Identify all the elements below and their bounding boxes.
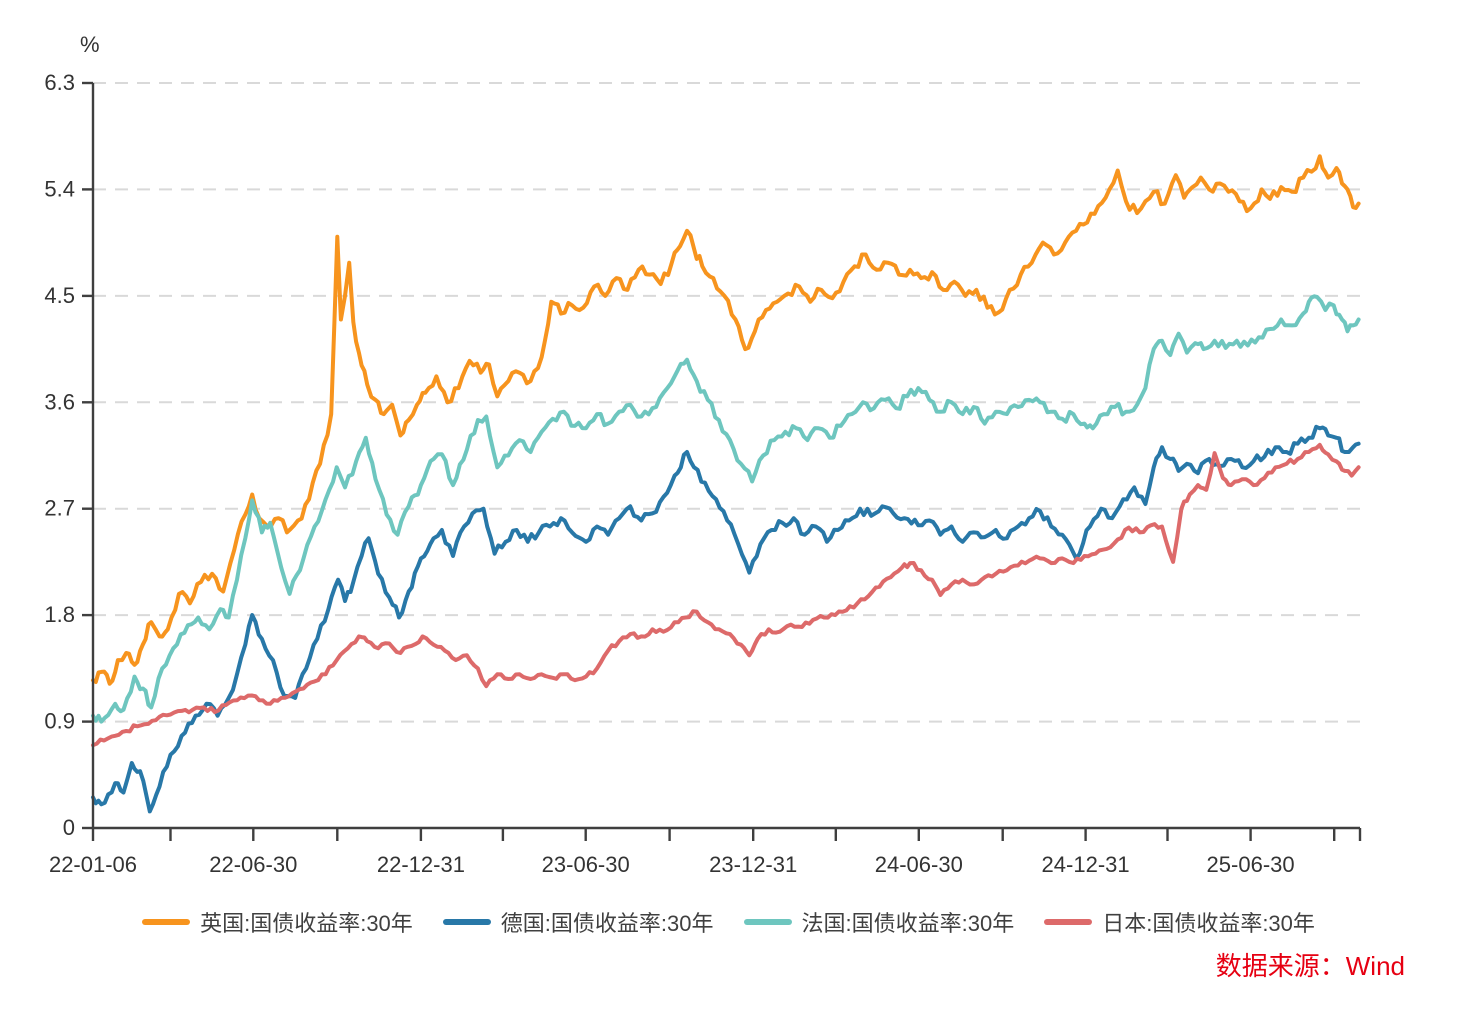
x-tick-label: 22-01-06	[49, 852, 137, 877]
chart-legend: 英国:国债收益率:30年 德国:国债收益率:30年 法国:国债收益率:30年 日…	[0, 906, 1457, 938]
y-tick-label: 0.9	[44, 709, 75, 734]
france-line-swatch-icon	[743, 919, 792, 925]
y-tick-label: 5.4	[44, 176, 75, 201]
y-tick-label: 0	[63, 815, 75, 840]
x-tick-label: 22-06-30	[209, 852, 297, 877]
y-tick-label: 6.3	[44, 70, 75, 95]
y-tick-label: 3.6	[44, 389, 75, 414]
legend-label-germany: 德国:国债收益率:30年	[500, 911, 714, 936]
y-axis-unit-label: %	[80, 32, 100, 57]
x-tick-label: 23-12-31	[709, 852, 797, 877]
series-line-0	[91, 154, 1361, 686]
series-line-3	[91, 442, 1361, 748]
x-tick-label: 23-06-30	[542, 852, 630, 877]
legend-item-japan: 日本:国债收益率:30年	[1044, 906, 1315, 938]
legend-item-uk: 英国:国债收益率:30年	[142, 906, 413, 938]
data-source-note: 数据来源：Wind	[1215, 951, 1405, 981]
series-line-1	[91, 424, 1361, 814]
series-line-2	[91, 294, 1361, 724]
japan-line-swatch-icon	[1044, 919, 1093, 925]
legend-item-france: 法国:国债收益率:30年	[743, 906, 1015, 938]
y-tick-label: 4.5	[44, 283, 75, 308]
legend-label-japan: 日本:国债收益率:30年	[1102, 911, 1315, 936]
bond-yield-line-chart: 0 0.9 1.8 2.7 3.6 4.5 5.4 6.3% 22-01-06 22-06-30 2…	[44, 32, 1362, 877]
y-tick-label: 2.7	[44, 496, 75, 521]
uk-line-swatch-icon	[142, 919, 191, 925]
germany-line-swatch-icon	[442, 919, 491, 925]
y-tick-label: 1.8	[44, 602, 75, 627]
legend-item-germany: 德国:国债收益率:30年	[442, 906, 714, 938]
x-tick-label: 22-12-31	[377, 852, 465, 877]
x-tick-label: 25-06-30	[1207, 852, 1295, 877]
x-tick-label: 24-12-31	[1042, 852, 1130, 877]
legend-label-uk: 英国:国债收益率:30年	[200, 911, 413, 936]
x-tick-label: 24-06-30	[875, 852, 963, 877]
legend-label-france: 法国:国债收益率:30年	[801, 911, 1015, 936]
